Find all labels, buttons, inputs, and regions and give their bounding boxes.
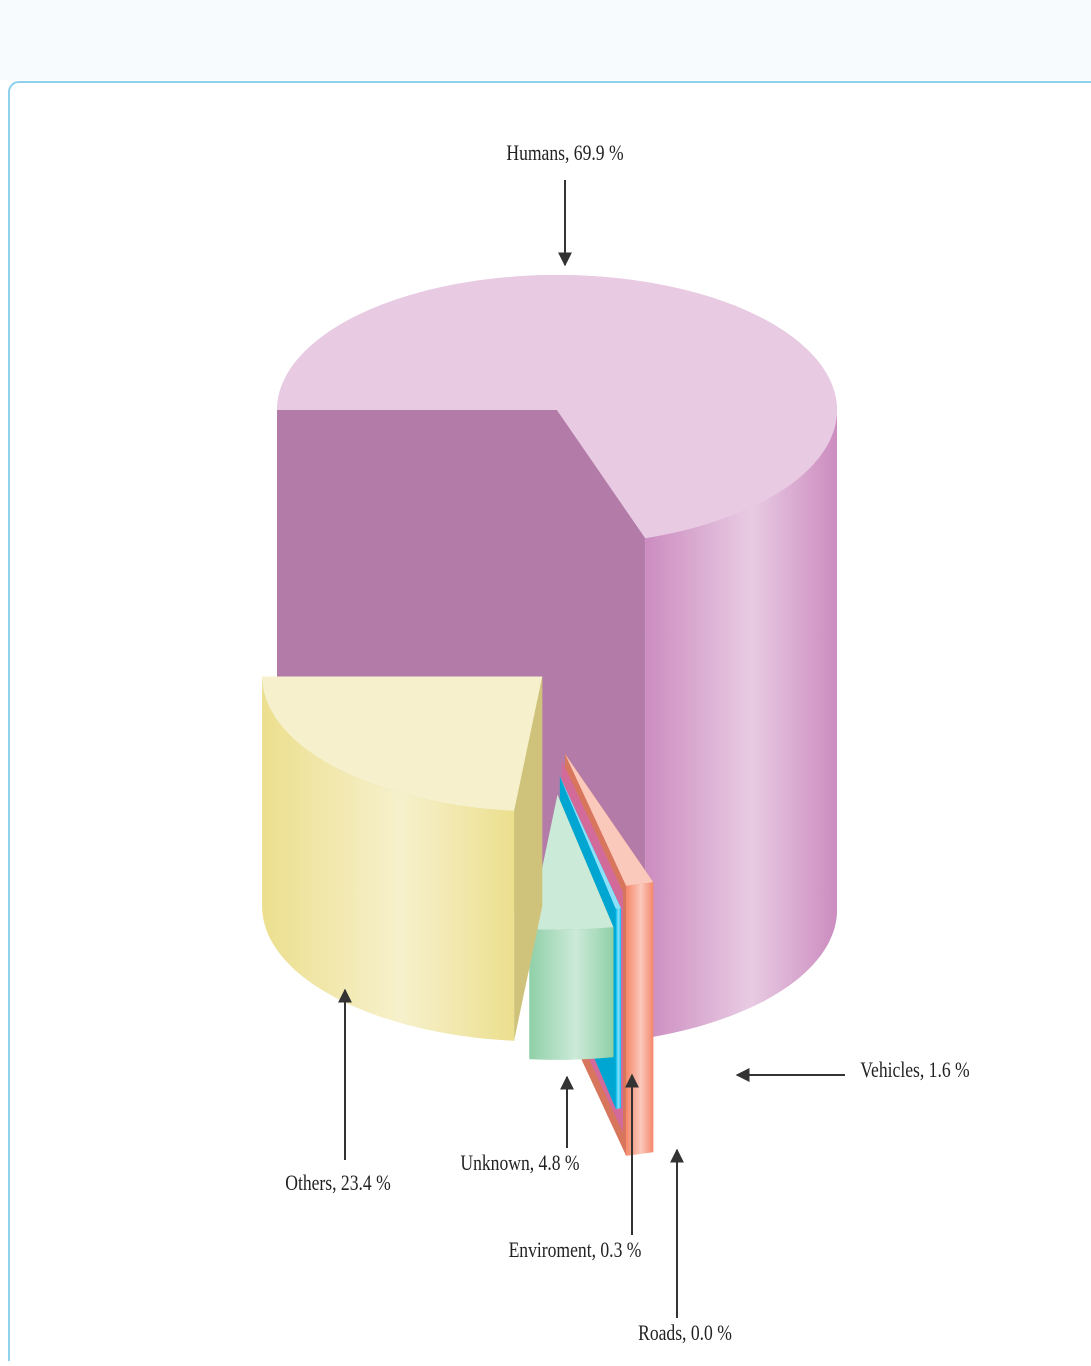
data-label: Roads, 0.0 %	[638, 1321, 732, 1345]
slice-side-shine	[615, 908, 621, 1109]
slice-side-shine	[262, 676, 515, 1041]
data-label: Others, 23.4 %	[285, 1171, 391, 1195]
data-label: Vehicles, 1.6 %	[860, 1058, 969, 1082]
slice-side-shine	[645, 410, 837, 1039]
data-label: Unknown, 4.8 %	[460, 1151, 579, 1175]
header-strip	[0, 0, 1091, 80]
slice-top-light	[277, 275, 837, 539]
slice-side-shine	[529, 927, 614, 1060]
data-label: Enviroment, 0.3 %	[509, 1238, 642, 1262]
data-label: Humans, 69.9 %	[506, 141, 623, 165]
slice-top-light	[565, 753, 654, 886]
slice-side-shine	[626, 882, 654, 1156]
slice-top-light	[529, 794, 614, 930]
slice-top-light	[559, 776, 621, 909]
slice-top-light	[262, 676, 543, 811]
